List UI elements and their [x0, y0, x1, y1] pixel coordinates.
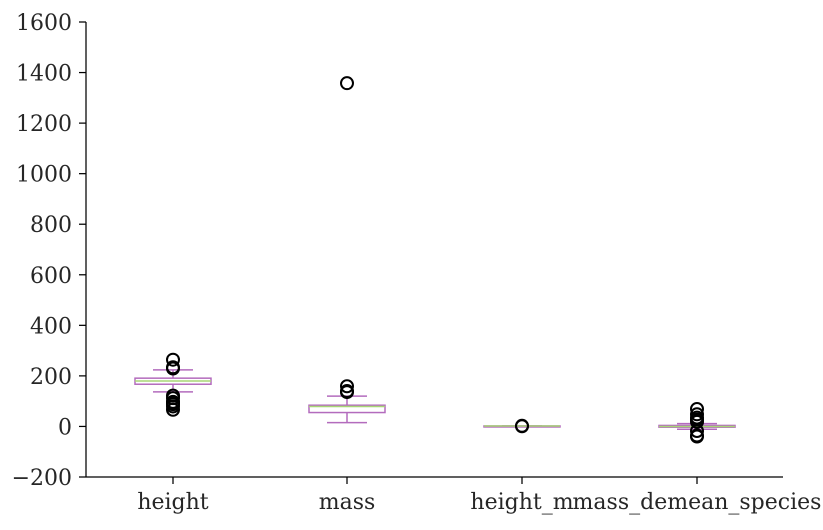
y-tick-label: 0: [58, 415, 72, 440]
y-tick-label: 600: [30, 264, 72, 289]
box-height_m: [483, 418, 561, 434]
x-tick-label: mass: [319, 490, 376, 515]
outlier-point: [690, 407, 704, 422]
box-mass: [308, 76, 386, 424]
y-tick-label: 400: [30, 314, 72, 339]
outlier-point: [340, 76, 354, 91]
outlier-point: [690, 402, 704, 417]
outlier-point: [166, 360, 180, 375]
box-mass_demean_species: [658, 402, 736, 444]
box-body: [308, 404, 386, 414]
y-tick-label: −200: [12, 466, 72, 491]
outlier-point: [166, 352, 180, 367]
y-tick-label: 1600: [16, 11, 72, 36]
outlier-point: [340, 379, 354, 394]
outlier-point: [166, 388, 180, 403]
outlier-point: [515, 418, 529, 433]
y-tick-label: 800: [30, 213, 72, 238]
axes: [85, 22, 783, 478]
y-tick-label: 1000: [16, 163, 72, 188]
y-tick-label: 1200: [16, 112, 72, 137]
y-tick-label: 1400: [16, 62, 72, 87]
box-height: [134, 352, 212, 417]
y-tick-label: 200: [30, 365, 72, 390]
outlier-point: [340, 384, 354, 399]
x-tick-label: height_m: [470, 490, 573, 515]
x-tick-label: height: [137, 490, 208, 515]
outlier-point: [690, 428, 704, 443]
plot-area: [134, 76, 736, 444]
ticks: −200 0 200 400 600 800 1000 1200 1400 1600 height m…: [12, 11, 822, 515]
outlier-point: [166, 394, 180, 409]
x-tick-label: mass_demean_species: [573, 490, 822, 515]
